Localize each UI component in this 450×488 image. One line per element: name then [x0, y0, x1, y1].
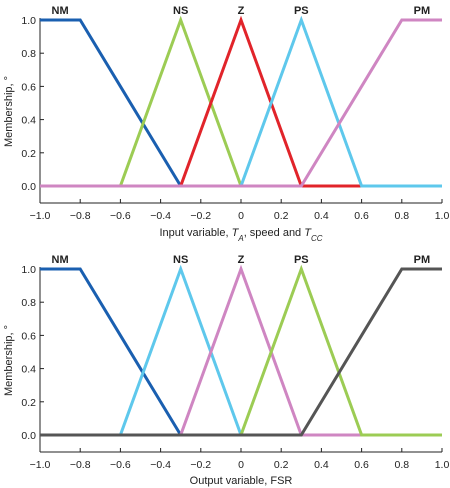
- y-tick-label: 0.8: [21, 48, 36, 60]
- x-tick-label: −0.2: [190, 210, 211, 222]
- series-label-z: Z: [238, 5, 245, 17]
- series-line-ns: [40, 15, 442, 188]
- y-tick-label: 1.0: [21, 15, 36, 27]
- y-axis-label: Membership, °: [3, 76, 15, 147]
- series-line-z: [40, 264, 442, 437]
- y-axis-label: Membership, °: [3, 325, 15, 396]
- series-label-pm: PM: [414, 5, 431, 17]
- series-label-nm: NM: [52, 5, 69, 17]
- x-tick-label: 0.6: [354, 459, 369, 471]
- series-label-ps: PS: [294, 5, 309, 17]
- y-tick-label: 0.0: [21, 181, 36, 193]
- series-line-pm: [40, 267, 442, 437]
- series-line-pm: [40, 18, 442, 188]
- x-tick-label: −1.0: [30, 210, 51, 222]
- y-tick-label: 0.2: [21, 148, 36, 160]
- y-tick-label: 0.8: [21, 297, 36, 309]
- series-line-ns: [40, 264, 442, 437]
- x-tick-label: −0.6: [110, 459, 131, 471]
- y-tick-label: 0.0: [21, 430, 36, 442]
- x-tick-label: 0.2: [274, 210, 289, 222]
- x-axis-label: Output variable, FSR: [190, 475, 293, 487]
- x-tick-label: −0.4: [150, 210, 171, 222]
- series-line-nm: [40, 18, 442, 188]
- x-tick-label: 0.8: [394, 459, 409, 471]
- series-label-z: Z: [238, 254, 245, 266]
- x-tick-label: −0.6: [110, 210, 131, 222]
- y-tick-label: 0.2: [21, 397, 36, 409]
- x-tick-label: 1.0: [435, 459, 450, 471]
- series-label-pm: PM: [414, 254, 431, 266]
- series-label-ns: NS: [173, 5, 188, 17]
- input-membership-chart: −1.0 −0.8 −0.6 −0.4 −0.2 0 0.2 0.4 0.6 0.8 1.0 0.0 0…: [3, 5, 449, 243]
- x-tick-label: −0.8: [70, 459, 91, 471]
- x-tick-label: 1.0: [435, 210, 450, 222]
- series-label-nm: NM: [52, 254, 69, 266]
- x-tick-label: 0: [238, 210, 244, 222]
- x-tick-label: −1.0: [30, 459, 51, 471]
- series-line-ps: [40, 15, 442, 188]
- series-line-ps: [40, 264, 442, 437]
- series-label-ps: PS: [294, 254, 309, 266]
- x-tick-label: 0.4: [314, 210, 329, 222]
- y-tick-label: 1.0: [21, 264, 36, 276]
- series-label-ns: NS: [173, 254, 188, 266]
- x-tick-label: 0: [238, 459, 244, 471]
- x-tick-label: 0.8: [394, 210, 409, 222]
- x-tick-label: −0.8: [70, 210, 91, 222]
- x-tick-label: −0.4: [150, 459, 171, 471]
- output-membership-chart: −1.0 −0.8 −0.6 −0.4 −0.2 0 0.2 0.4 0.6 0.8 1.0 0.0 0…: [3, 254, 449, 487]
- x-tick-label: 0.2: [274, 459, 289, 471]
- x-tick-label: −0.2: [190, 459, 211, 471]
- y-tick-label: 0.6: [21, 330, 36, 342]
- x-tick-label: 0.4: [314, 459, 329, 471]
- series-line-nm: [40, 267, 442, 437]
- y-tick-label: 0.4: [21, 115, 36, 127]
- y-tick-label: 0.4: [21, 364, 36, 376]
- x-axis-label: Input variable, TA, speed and TCC: [159, 227, 322, 243]
- y-tick-label: 0.6: [21, 81, 36, 93]
- x-tick-label: 0.6: [354, 210, 369, 222]
